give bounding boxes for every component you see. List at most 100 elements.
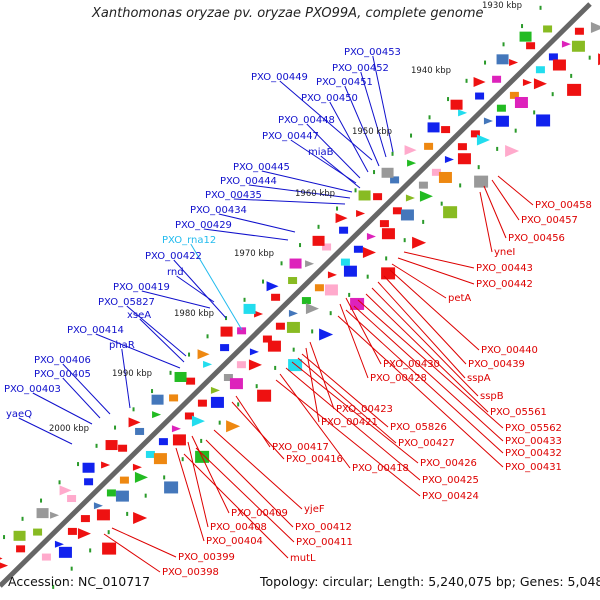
gene-label[interactable]: PXO_00440 bbox=[481, 345, 538, 356]
gene-label[interactable]: PXO_00448 bbox=[278, 115, 335, 126]
gene-feature bbox=[495, 115, 509, 127]
gene-label[interactable]: PXO_00449 bbox=[251, 72, 308, 83]
leader-line bbox=[18, 417, 73, 445]
gene-feature bbox=[392, 207, 402, 215]
gene-label[interactable]: PXO_00435 bbox=[205, 190, 262, 201]
gene-label[interactable]: phaR bbox=[109, 340, 135, 351]
gene-label[interactable]: PXO_00453 bbox=[344, 47, 401, 58]
gene-arrow bbox=[171, 425, 181, 433]
gene-label[interactable]: PXO_05562 bbox=[505, 423, 562, 434]
tick-mark bbox=[77, 462, 80, 467]
gene-label[interactable]: PXO_00398 bbox=[162, 567, 219, 578]
gene-label[interactable]: PXO_00428 bbox=[370, 373, 427, 384]
tick-mark bbox=[274, 365, 277, 370]
gene-label[interactable]: PXO_05561 bbox=[490, 407, 547, 418]
gene-feature bbox=[536, 114, 551, 127]
gene-label[interactable]: PXO_00429 bbox=[175, 220, 232, 231]
gene-label[interactable]: PXO_00456 bbox=[508, 233, 565, 244]
gene-label[interactable]: PXO_rna12 bbox=[162, 235, 216, 246]
gene-feature bbox=[16, 545, 26, 553]
gene-feature bbox=[67, 527, 77, 535]
gene-label[interactable]: yneI bbox=[494, 247, 515, 258]
gene-label[interactable]: yaeQ bbox=[6, 409, 32, 420]
gene-label[interactable]: rnd bbox=[167, 267, 184, 278]
tick-mark bbox=[502, 42, 505, 47]
leader-line bbox=[329, 101, 369, 173]
gene-label[interactable]: PXO_00443 bbox=[476, 263, 533, 274]
gene-label[interactable]: PXO_00444 bbox=[220, 176, 277, 187]
leader-line bbox=[126, 305, 187, 357]
gene-label[interactable]: PXO_00431 bbox=[505, 462, 562, 473]
gene-label[interactable]: PXO_05827 bbox=[98, 297, 155, 308]
gene-label[interactable]: PXO_00417 bbox=[272, 442, 329, 453]
leader-line bbox=[389, 269, 480, 351]
gene-label[interactable]: PXO_00423 bbox=[336, 404, 393, 415]
gene-label[interactable]: PXO_00416 bbox=[286, 454, 343, 465]
tick-mark bbox=[391, 151, 394, 156]
gene-label[interactable]: PXO_00450 bbox=[301, 93, 358, 104]
gene-label[interactable]: petA bbox=[448, 293, 471, 304]
gene-feature bbox=[13, 530, 26, 541]
gene-label[interactable]: PXO_00458 bbox=[535, 200, 592, 211]
gene-label[interactable]: PXO_00452 bbox=[332, 63, 389, 74]
gene-feature bbox=[470, 130, 480, 138]
leader-line bbox=[479, 191, 493, 253]
gene-arrow bbox=[362, 246, 376, 258]
gene-label[interactable]: sspB bbox=[480, 391, 504, 402]
gene-label[interactable]: PXO_00409 bbox=[231, 508, 288, 519]
gene-label[interactable]: xseA bbox=[127, 310, 151, 321]
gene-label[interactable]: PXO_00445 bbox=[233, 162, 290, 173]
leader-line bbox=[301, 353, 389, 428]
tick-mark bbox=[188, 352, 191, 357]
gene-label[interactable]: PXO_00424 bbox=[422, 491, 479, 502]
scale-label: 1940 kbp bbox=[411, 66, 451, 76]
gene-label[interactable]: mutL bbox=[290, 553, 316, 564]
gene-label[interactable]: PXO_00411 bbox=[296, 537, 353, 548]
gene-label[interactable]: PXO_00447 bbox=[262, 131, 319, 142]
tick-mark bbox=[317, 224, 320, 229]
gene-label[interactable]: PXO_00426 bbox=[420, 458, 477, 469]
gene-arrow bbox=[356, 209, 366, 217]
gene-label[interactable]: PXO_00457 bbox=[521, 215, 578, 226]
gene-label[interactable]: PXO_00419 bbox=[113, 282, 170, 293]
gene-label[interactable]: PXO_00405 bbox=[34, 369, 91, 380]
gene-label[interactable]: miaB bbox=[308, 147, 334, 158]
gene-label[interactable]: PXO_00451 bbox=[316, 77, 373, 88]
gene-label[interactable]: PXO_00412 bbox=[295, 522, 352, 533]
leader-line bbox=[231, 401, 285, 460]
gene-label[interactable]: yjeF bbox=[304, 504, 325, 515]
gene-label[interactable]: PXO_00430 bbox=[383, 359, 440, 370]
gene-label[interactable]: PXO_00406 bbox=[34, 355, 91, 366]
gene-label[interactable]: PXO_00404 bbox=[206, 536, 263, 547]
leader-line bbox=[344, 85, 380, 167]
gene-feature bbox=[514, 96, 528, 108]
gene-label[interactable]: PXO_00432 bbox=[505, 448, 562, 459]
gene-label[interactable]: PXO_05826 bbox=[390, 422, 447, 433]
gene-label[interactable]: PXO_00414 bbox=[67, 325, 124, 336]
page-title: Xanthomonas oryzae pv. oryzae PXO99A, co… bbox=[92, 6, 484, 21]
gene-label[interactable]: PXO_00403 bbox=[4, 384, 61, 395]
gene-label[interactable]: PXO_00427 bbox=[398, 438, 455, 449]
tick-mark bbox=[447, 97, 450, 102]
tick-mark bbox=[218, 420, 221, 425]
gene-label[interactable]: PXO_00433 bbox=[505, 436, 562, 447]
gene-label[interactable]: PXO_00422 bbox=[145, 251, 202, 262]
gene-label[interactable]: sspA bbox=[467, 373, 491, 384]
gene-label[interactable]: PXO_00434 bbox=[190, 205, 247, 216]
tick-mark bbox=[477, 165, 480, 170]
gene-label[interactable]: PXO_00421 bbox=[321, 417, 378, 428]
gene-label[interactable]: PXO_00439 bbox=[468, 359, 525, 370]
leader-line bbox=[491, 179, 520, 221]
leader-line bbox=[279, 80, 373, 161]
gene-label[interactable]: PXO_00442 bbox=[476, 279, 533, 290]
gene-label[interactable]: PXO_00425 bbox=[422, 475, 479, 486]
gene-label[interactable]: PXO_00399 bbox=[178, 552, 235, 563]
leader-line bbox=[248, 184, 351, 199]
gene-feature bbox=[153, 453, 167, 465]
gene-label[interactable]: PXO_00418 bbox=[352, 463, 409, 474]
tick-mark bbox=[114, 425, 117, 430]
scale-label: 1930 kbp bbox=[482, 1, 522, 11]
gene-label[interactable]: PXO_00408 bbox=[210, 522, 267, 533]
gene-feature bbox=[519, 31, 532, 42]
tick-mark bbox=[280, 261, 283, 266]
